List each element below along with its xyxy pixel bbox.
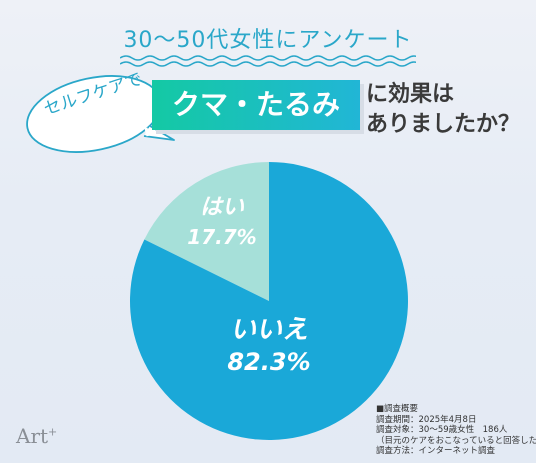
logo-plus-icon: + [48,425,58,439]
question-line-2: ありましたか？ [366,112,521,137]
survey-target-note: （目元のケアをおこなっていると回答した方） [376,435,536,446]
highlight-text: クマ・たるみ [171,88,340,121]
pie-slice-no [130,162,409,440]
survey-period: 調査期間：2025年4月8日 [376,414,477,425]
question-text: に効果は ありましたか？ [366,80,520,140]
speech-bubble [26,75,175,153]
pie-slice-yes [144,162,269,301]
brand-logo: Art+ [16,424,57,448]
slice-value-no: 82.3% [227,348,310,376]
survey-heading: ■調査概要 [376,404,419,414]
slice-label-no: いいえ [230,315,308,345]
survey-target: 調査対象：30～59歳女性 186人 [376,425,508,435]
logo-text: Art [16,424,49,448]
slice-label-yes: はい [200,195,245,220]
slice-value-yes: 17.7% [187,225,256,249]
survey-summary: ■調査概要 調査期間：2025年4月8日 調査対象：30～59歳女性 186人 … [376,404,536,457]
survey-target-title: 30〜50代女性にアンケート [123,28,413,53]
survey-method: 調査方法：インターネット調査 [376,446,496,456]
highlight-box [152,80,360,130]
question-line-1: に効果は [366,82,455,107]
wavy-underline [120,55,416,67]
